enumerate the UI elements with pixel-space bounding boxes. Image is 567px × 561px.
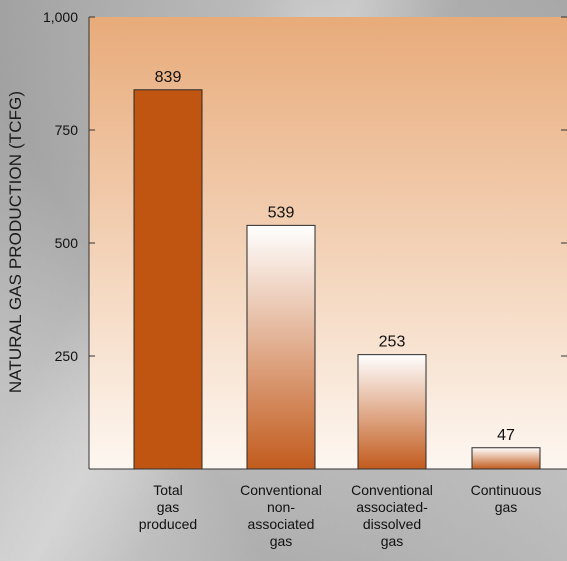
y-tick-label-3: 750 — [55, 122, 79, 138]
bar-value-label-4: 47 — [497, 427, 515, 444]
bar-4 — [471, 447, 541, 470]
x-tick-label-2: Conventional non-associated gas — [240, 482, 322, 549]
bar-2 — [246, 224, 316, 470]
y-tick-label-1: 250 — [55, 348, 79, 364]
bar-1 — [133, 89, 203, 470]
x-tick-label-1: Total gas produced — [139, 482, 197, 532]
bar-3 — [357, 354, 427, 470]
bar-value-label-1: 839 — [155, 69, 182, 86]
x-tick-label-4: Continuous gas — [471, 482, 542, 515]
bar-value-label-2: 539 — [268, 204, 295, 221]
bar-value-label-3: 253 — [379, 334, 406, 351]
y-tick-label-2: 500 — [55, 235, 79, 251]
y-tick-label-4: 1,000 — [43, 9, 78, 25]
y-axis-title-text: NATURAL GAS PRODUCTION (TCFG) — [6, 90, 25, 394]
x-tick-label-3: Conventional associated-dissolved gas — [351, 482, 433, 549]
